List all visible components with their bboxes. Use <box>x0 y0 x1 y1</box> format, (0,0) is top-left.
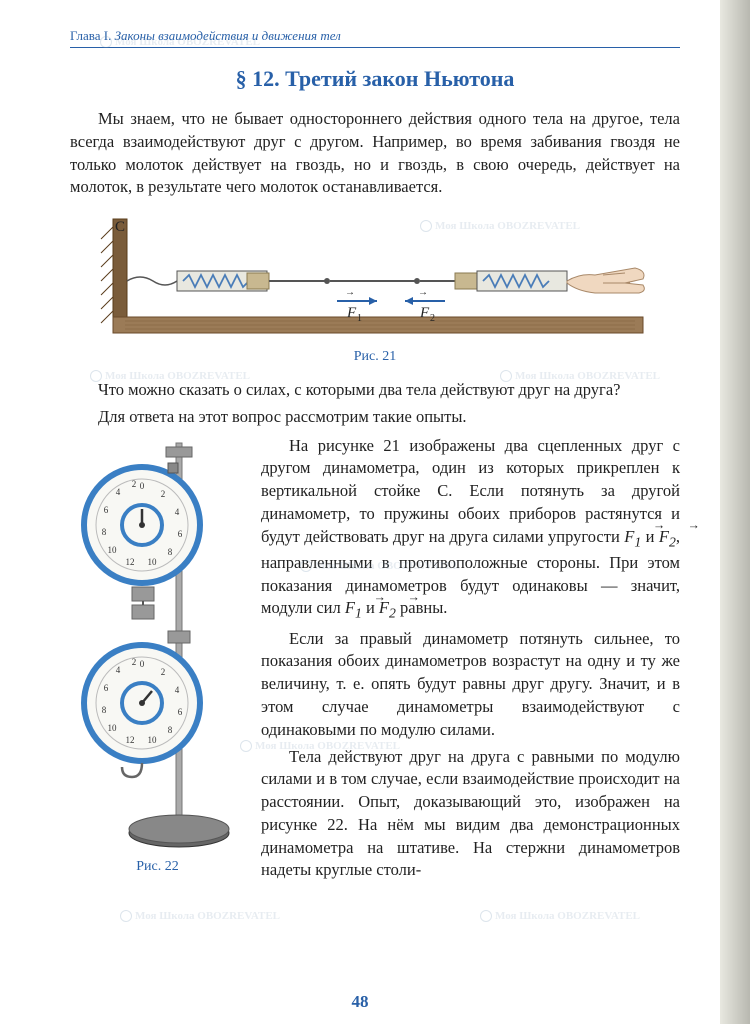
svg-text:8: 8 <box>102 527 107 537</box>
watermark: Моя Школа OBOZREVATEL <box>480 910 640 922</box>
svg-text:→: → <box>345 287 355 298</box>
svg-text:2: 2 <box>132 657 137 667</box>
vector-f1b: F1 <box>345 598 362 617</box>
paragraph-6: Тела действуют друг на друга с равными п… <box>261 746 680 883</box>
vector-f2b: F2 <box>379 598 396 617</box>
figure-22: 02 46 810 1210 86 42 <box>70 435 245 855</box>
svg-text:F: F <box>419 305 430 321</box>
paragraph-3: Для ответа на этот вопрос рассмотрим так… <box>70 406 680 429</box>
svg-text:6: 6 <box>104 683 109 693</box>
svg-text:0: 0 <box>140 659 145 669</box>
figure-21-caption: Рис. 21 <box>70 349 680 365</box>
page-number: 48 <box>352 992 369 1012</box>
svg-text:10: 10 <box>108 545 118 555</box>
paragraph-4: На рисунке 21 изображены два сцепленных … <box>261 435 680 624</box>
paragraph-2: Что можно сказать о силах, с которыми дв… <box>70 379 680 402</box>
two-column-layout: 02 46 810 1210 86 42 <box>70 435 680 887</box>
svg-text:2: 2 <box>161 667 166 677</box>
figure-22-svg: 02 46 810 1210 86 42 <box>70 435 245 855</box>
svg-text:F: F <box>346 305 357 321</box>
figure-22-column: 02 46 810 1210 86 42 <box>70 435 245 887</box>
svg-text:10: 10 <box>108 723 118 733</box>
svg-text:8: 8 <box>168 547 173 557</box>
watermark: Моя Школа OBOZREVATEL <box>120 910 280 922</box>
svg-text:2: 2 <box>132 479 137 489</box>
figure-21: С F 1 → F 2 <box>95 213 655 343</box>
text-column: На рисунке 21 изображены два сцепленных … <box>261 435 680 887</box>
svg-text:12: 12 <box>126 557 135 567</box>
chapter-title: Законы взаимодействия и движения тел <box>115 28 341 43</box>
svg-text:4: 4 <box>175 685 180 695</box>
paragraph-1: Мы знаем, что не бывает одностороннего д… <box>70 108 680 199</box>
svg-text:1: 1 <box>357 313 362 324</box>
section-number: § 12. <box>236 66 280 91</box>
svg-text:6: 6 <box>104 505 109 515</box>
textbook-page: Глава I. Законы взаимодействия и движени… <box>0 0 720 1024</box>
running-header: Глава I. Законы взаимодействия и движени… <box>70 28 680 48</box>
section-name: Третий закон Ньютона <box>285 66 514 91</box>
figure-22-caption: Рис. 22 <box>70 859 245 875</box>
svg-text:6: 6 <box>178 529 183 539</box>
svg-text:4: 4 <box>175 507 180 517</box>
vector-f1: F1 <box>624 527 641 546</box>
svg-text:2: 2 <box>161 489 166 499</box>
svg-text:6: 6 <box>178 707 183 717</box>
svg-text:12: 12 <box>126 735 135 745</box>
paragraph-5: Если за правый динамометр потянуть сильн… <box>261 628 680 742</box>
svg-text:8: 8 <box>102 705 107 715</box>
chapter-label: Глава I. <box>70 28 111 43</box>
figure-21-svg: С F 1 → F 2 <box>95 213 655 343</box>
svg-text:→: → <box>418 287 428 298</box>
page-edge-shadow <box>720 0 750 1024</box>
svg-text:2: 2 <box>430 313 435 324</box>
svg-text:8: 8 <box>168 725 173 735</box>
vector-f2: F2 <box>659 527 676 546</box>
svg-text:4: 4 <box>116 487 121 497</box>
svg-text:10: 10 <box>148 735 158 745</box>
section-title: § 12. Третий закон Ньютона <box>70 66 680 92</box>
svg-text:0: 0 <box>140 481 145 491</box>
fig21-label-c: С <box>115 219 125 235</box>
svg-text:4: 4 <box>116 665 121 675</box>
svg-text:10: 10 <box>148 557 158 567</box>
